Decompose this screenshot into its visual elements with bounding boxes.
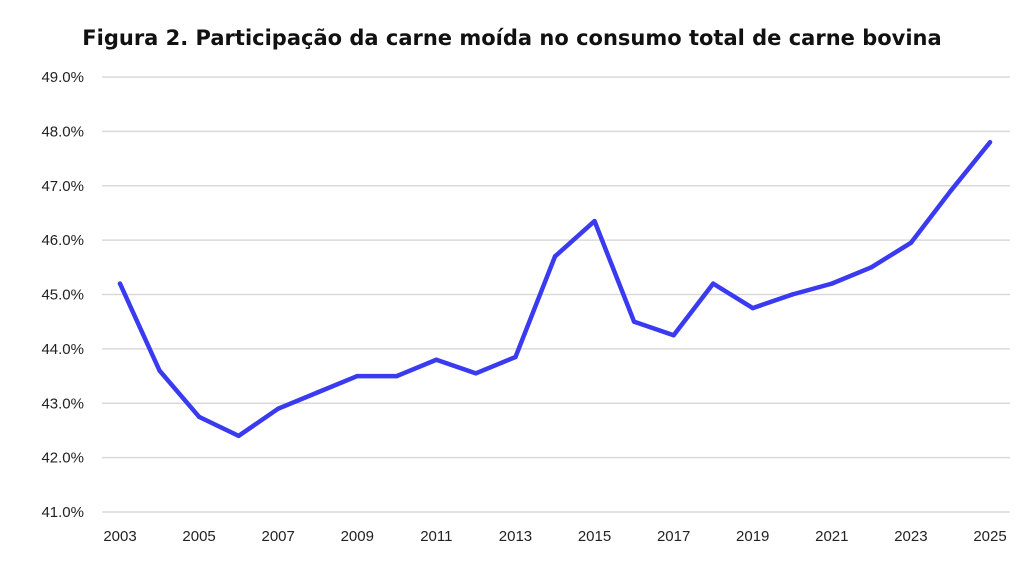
y-axis: 41.0% 42.0% 43.0% 44.0% 45.0% 46.0% 47.0% 48.0%…	[41, 69, 84, 521]
chart-title: Figura 2. Participação da carne moída no…	[82, 26, 942, 50]
x-tick-label: 2007	[261, 528, 294, 545]
data-point	[117, 281, 123, 286]
data-point	[513, 354, 518, 360]
x-tick-label: 2019	[736, 528, 769, 545]
y-tick-label: 48.0%	[41, 123, 84, 140]
data-point	[157, 368, 162, 373]
data-point	[671, 333, 676, 338]
x-tick-label: 2023	[894, 528, 927, 545]
x-tick-label: 2025	[973, 528, 1006, 545]
data-point	[908, 240, 914, 246]
data-point	[750, 305, 755, 311]
data-point	[394, 373, 400, 379]
y-tick-label: 42.0%	[41, 450, 84, 467]
x-tick-label: 2011	[420, 528, 452, 545]
x-tick-label: 2015	[578, 528, 611, 545]
data-point	[869, 265, 874, 270]
y-tick-label: 47.0%	[41, 178, 84, 195]
data-point	[790, 292, 795, 297]
x-tick-label: 2003	[103, 528, 136, 545]
data-point	[631, 319, 637, 324]
series-layer	[117, 140, 993, 439]
data-point	[592, 218, 597, 224]
data-point	[987, 140, 993, 145]
data-point	[552, 254, 558, 259]
y-tick-label: 44.0%	[41, 341, 84, 358]
y-tick-label: 45.0%	[41, 287, 84, 304]
data-point	[710, 281, 716, 286]
x-tick-label: 2009	[341, 528, 374, 545]
gridlines	[102, 76, 1010, 513]
y-tick-label: 46.0%	[41, 232, 84, 249]
data-point	[275, 406, 281, 411]
data-point	[355, 373, 360, 379]
y-tick-label: 49.0%	[41, 69, 84, 86]
data-point	[473, 371, 479, 376]
data-point	[196, 414, 202, 420]
x-tick-label: 2017	[657, 528, 690, 545]
y-tick-label: 43.0%	[41, 395, 84, 412]
x-tick-label: 2013	[499, 528, 532, 545]
data-point	[948, 188, 953, 194]
y-tick-label: 41.0%	[41, 504, 84, 521]
x-axis: 2003 2005 2007 2009 2011 2013 2015 2017 2019 2021…	[103, 528, 1006, 545]
data-point	[434, 357, 439, 362]
data-point	[829, 281, 835, 286]
x-tick-label: 2021	[815, 528, 848, 545]
data-point	[236, 433, 241, 439]
data-point	[315, 390, 320, 395]
x-tick-label: 2005	[182, 528, 215, 545]
